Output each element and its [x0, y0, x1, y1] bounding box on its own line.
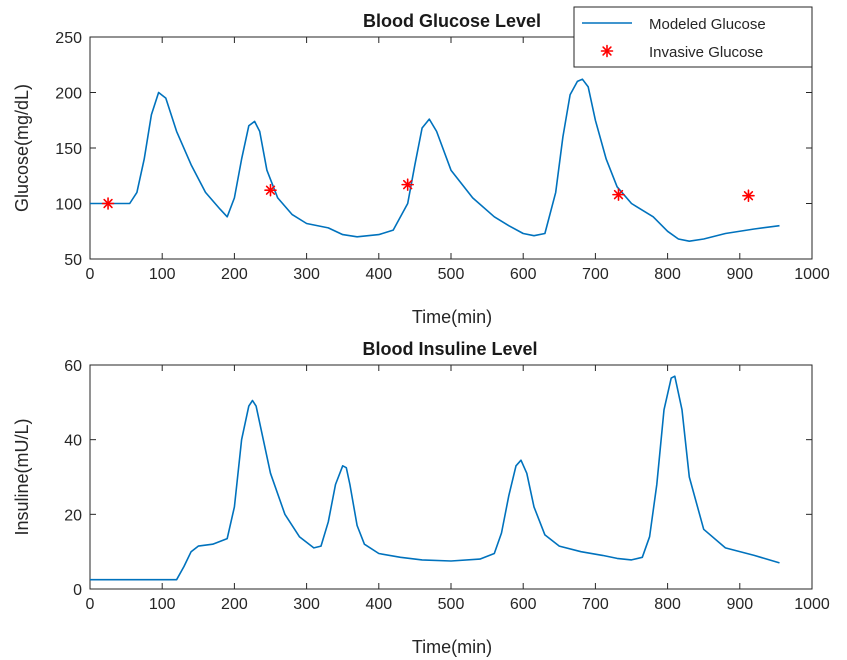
y-tick-label: 50: [64, 252, 82, 269]
glucose-panel: 0 100 200 300 400 500 600 700 800 900 1000 50 100 15…: [12, 6, 830, 327]
x-tick-label: 600: [510, 596, 537, 613]
x-tick-label: 700: [582, 596, 609, 613]
insuline-x-ticks: 0 100 200 300 400 500 600 700 800 900 1000: [86, 365, 830, 613]
legend-entry-invasive-glucose: Invasive Glucose: [649, 44, 763, 61]
x-tick-label: 1000: [794, 596, 830, 613]
x-tick-label: 800: [654, 596, 681, 613]
x-tick-label: 100: [149, 266, 176, 283]
invasive-glucose-point: [612, 188, 625, 201]
x-tick-label: 400: [365, 596, 392, 613]
insuline-chart-title: Blood Insuline Level: [362, 339, 537, 359]
glucose-plot-area: [90, 78, 780, 242]
x-tick-label: 100: [149, 596, 176, 613]
legend-entry-modeled-glucose: Modeled Glucose: [649, 16, 766, 33]
insuline-y-axis-label: Insuline(mU/L): [12, 418, 32, 535]
insuline-axes-frame: [89, 364, 813, 590]
glucose-legend: Modeled Glucose Invasive Glucose: [573, 6, 813, 68]
y-tick-label: 150: [55, 141, 82, 158]
glucose-x-ticks: 0 100 200 300 400 500 600 700 800 900 1000: [86, 37, 830, 283]
insuline-y-ticks: 0 20 40 60: [64, 358, 812, 599]
invasive-glucose-point: [264, 183, 277, 197]
x-tick-label: 300: [293, 596, 320, 613]
glucose-y-ticks: 50 100 150 200 250: [55, 30, 812, 269]
x-tick-label: 200: [221, 266, 248, 283]
glucose-axes-frame: [89, 36, 813, 260]
insuline-panel: 0 100 200 300 400 500 600 700 800 900 1000 0 20 40 60…: [12, 339, 830, 657]
y-tick-label: 60: [64, 358, 82, 375]
x-tick-label: 800: [654, 266, 681, 283]
legend-box: [573, 6, 813, 68]
insuline-plot-area: [90, 375, 780, 581]
invasive-glucose-point: [742, 189, 755, 203]
x-tick-label: 500: [438, 266, 465, 283]
invasive-glucose-point: [401, 178, 414, 191]
glucose-x-axis-label: Time(min): [412, 307, 492, 327]
x-tick-label: 300: [293, 266, 320, 283]
y-tick-label: 20: [64, 507, 82, 524]
x-tick-label: 900: [726, 596, 753, 613]
x-tick-label: 200: [221, 596, 248, 613]
invasive-glucose-point: [101, 197, 115, 210]
x-tick-label: 900: [726, 266, 753, 283]
glucose-y-axis-label: Glucose(mg/dL): [12, 84, 32, 212]
star-stroke: [743, 191, 754, 201]
star-stroke: [613, 189, 624, 200]
x-tick-label: 1000: [794, 266, 830, 283]
legend-invasive-glucose-star-icon: [600, 44, 614, 58]
insuline-x-axis-label: Time(min): [412, 637, 492, 657]
y-tick-label: 200: [55, 86, 82, 103]
x-tick-label: 0: [86, 266, 95, 283]
x-tick-label: 500: [438, 596, 465, 613]
x-tick-label: 700: [582, 266, 609, 283]
x-tick-label: 400: [365, 266, 392, 283]
star-stroke: [265, 185, 276, 195]
star-stroke: [602, 46, 612, 56]
y-tick-label: 250: [55, 30, 82, 47]
legend-star-glyph: [600, 44, 614, 58]
x-tick-label: 600: [510, 266, 537, 283]
star-stroke: [103, 198, 113, 209]
y-tick-label: 100: [55, 197, 82, 214]
modeled-glucose-line: [90, 78, 780, 242]
x-tick-label: 0: [86, 596, 95, 613]
y-tick-label: 0: [73, 582, 82, 599]
insuline-line: [90, 375, 780, 581]
star-stroke: [402, 179, 413, 190]
y-tick-label: 40: [64, 433, 82, 450]
glucose-chart-title: Blood Glucose Level: [363, 11, 541, 31]
